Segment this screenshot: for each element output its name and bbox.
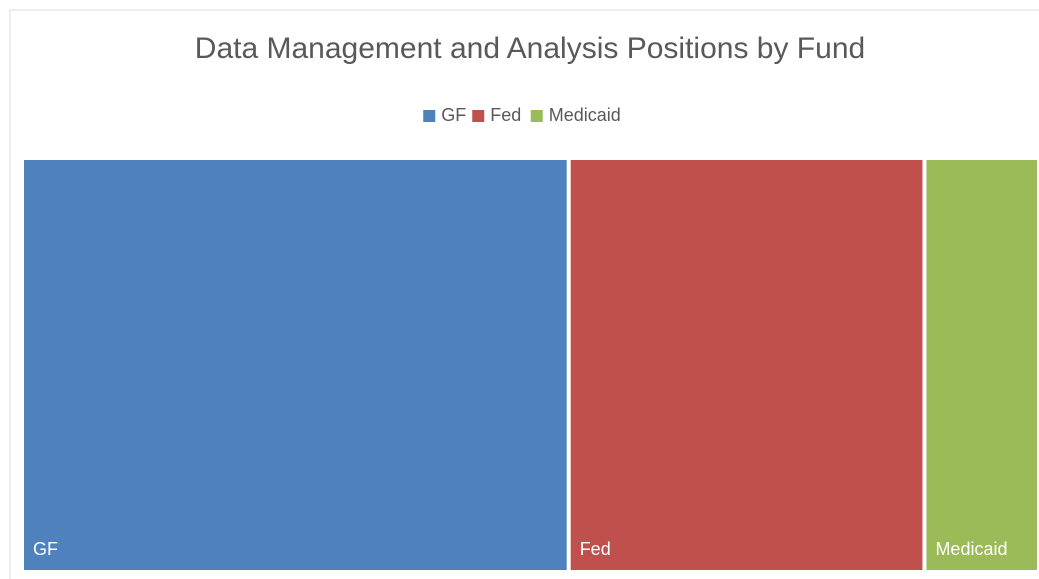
- treemap-tile: [926, 160, 1037, 570]
- treemap-tile: [570, 160, 923, 570]
- legend-label: Medicaid: [549, 105, 621, 125]
- legend-swatch: [423, 110, 436, 122]
- tile-label: GF: [33, 539, 58, 559]
- legend-label: Fed: [490, 105, 521, 125]
- tile-label: Medicaid: [935, 539, 1007, 559]
- tile-label: Fed: [580, 539, 611, 559]
- chart-title: Data Management and Analysis Positions b…: [195, 32, 865, 65]
- legend-label: GF: [441, 105, 466, 125]
- legend-swatch: [472, 110, 485, 122]
- legend-swatch: [530, 110, 543, 122]
- treemap-tile: [24, 160, 567, 570]
